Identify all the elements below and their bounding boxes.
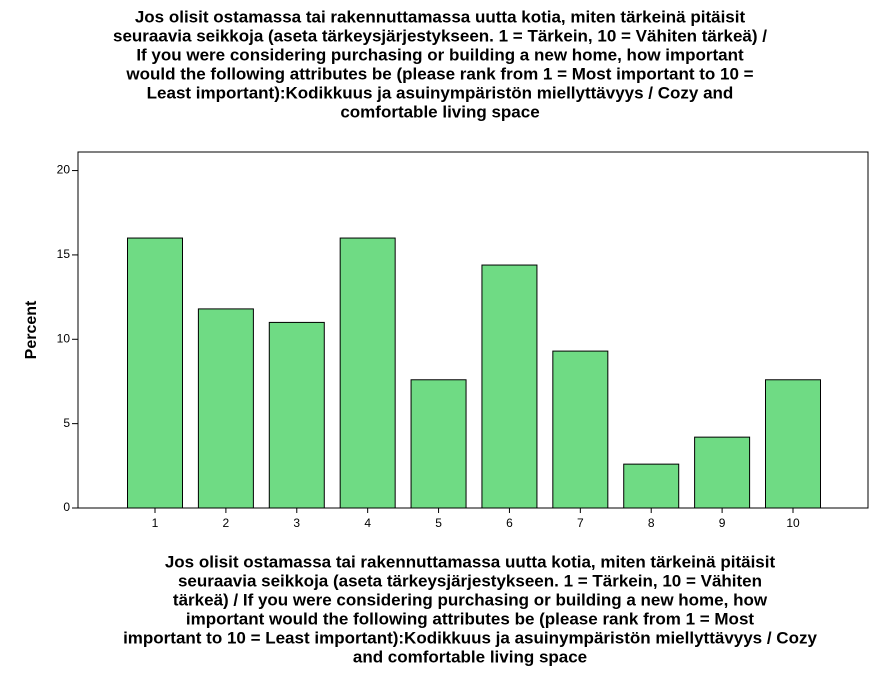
x-tick-label: 8 bbox=[648, 516, 655, 530]
chart-title: would the following attributes be (pleas… bbox=[125, 64, 753, 83]
bar bbox=[410, 379, 467, 509]
x-tick-label: 5 bbox=[435, 516, 442, 530]
chart-title: comfortable living space bbox=[340, 102, 539, 121]
plot-area bbox=[77, 151, 869, 509]
y-tick-label: 20 bbox=[57, 163, 71, 177]
x-axis-title: and comfortable living space bbox=[353, 647, 587, 666]
x-tick-label: 3 bbox=[293, 516, 300, 530]
chart-title: Least important):Kodikkuus ja asuinympär… bbox=[147, 83, 734, 102]
bar bbox=[623, 463, 680, 509]
x-axis-title: important to 10 = Least important):Kodik… bbox=[123, 628, 817, 647]
bar bbox=[481, 264, 538, 509]
x-axis-title: seuraavia seikkoja (aseta tärkeysjärjest… bbox=[178, 571, 762, 590]
bar bbox=[765, 379, 821, 509]
x-axis-title: important would the following attributes… bbox=[186, 609, 754, 628]
y-tick-label: 15 bbox=[57, 247, 71, 261]
chart-title: Jos olisit ostamassa tai rakennuttamassa… bbox=[135, 7, 746, 26]
bar bbox=[127, 237, 183, 509]
x-tick-label: 10 bbox=[786, 516, 800, 530]
x-tick-label: 2 bbox=[223, 516, 230, 530]
y-tick-label: 5 bbox=[63, 416, 70, 430]
y-tick-label: 0 bbox=[63, 500, 70, 514]
bar bbox=[694, 436, 751, 509]
x-tick-label: 4 bbox=[364, 516, 371, 530]
x-tick-label: 7 bbox=[577, 516, 584, 530]
chart-title: seuraavia seikkoja (aseta tärkeysjärjest… bbox=[113, 26, 767, 45]
x-axis-title: tärkeä) / If you were considering purcha… bbox=[173, 590, 768, 609]
bar bbox=[339, 237, 396, 509]
bar bbox=[197, 308, 254, 509]
bar bbox=[268, 321, 325, 509]
y-axis-title: Percent bbox=[23, 300, 40, 359]
chart-title: If you were considering purchasing or bu… bbox=[136, 45, 744, 64]
x-tick-label: 6 bbox=[506, 516, 513, 530]
x-tick-label: 9 bbox=[719, 516, 726, 530]
bar bbox=[552, 350, 609, 509]
x-tick-label: 1 bbox=[152, 516, 159, 530]
y-tick-label: 10 bbox=[57, 331, 71, 345]
x-axis-title: Jos olisit ostamassa tai rakennuttamassa… bbox=[165, 552, 776, 571]
